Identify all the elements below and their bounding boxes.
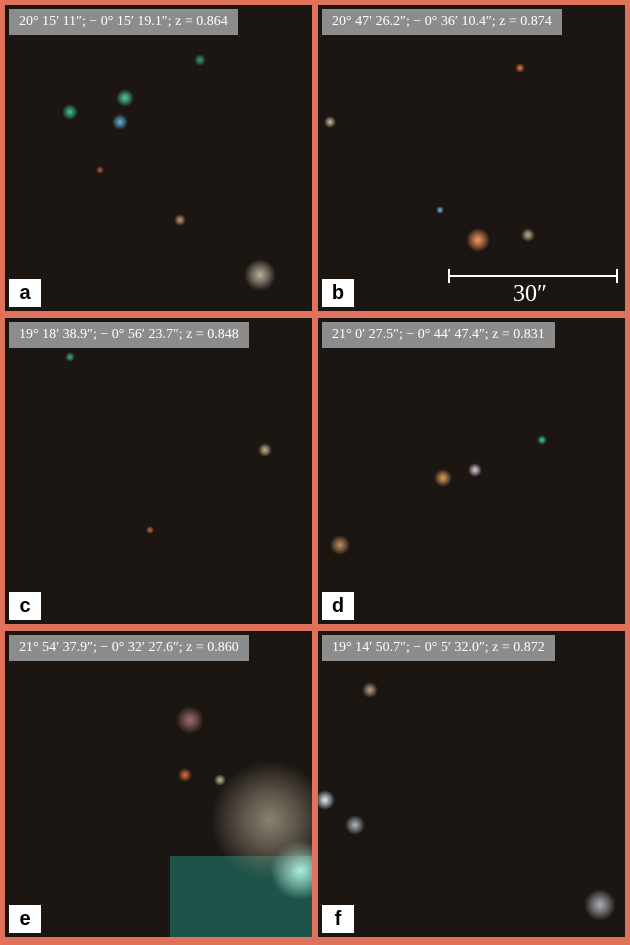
star [145, 145, 165, 165]
star [515, 63, 525, 73]
panel-letter: f [322, 905, 354, 933]
star [318, 790, 335, 810]
star [176, 706, 204, 734]
coordinate-label: 21° 54′ 37.9″; − 0° 32′ 27.6″; z = 0.860 [9, 635, 249, 661]
star [65, 352, 75, 362]
star [521, 228, 535, 242]
star [466, 146, 484, 164]
star [436, 206, 444, 214]
coordinate-label: 20° 15′ 11″; − 0° 15′ 19.1″; z = 0.864 [9, 9, 238, 35]
coordinate-label: 20° 47′ 26.2″; − 0° 36′ 10.4″; z = 0.874 [322, 9, 562, 35]
scale-bar-label: 30″ [513, 281, 547, 307]
star [244, 259, 276, 291]
coordinate-label: 19° 18′ 38.9″; − 0° 56′ 23.7″; z = 0.848 [9, 322, 249, 348]
sky-panel: 21° 0′ 27.5″; − 0° 44′ 47.4″; z = 0.831 d [318, 318, 625, 624]
star [584, 889, 616, 921]
coordinate-label: 19° 14′ 50.7″; − 0° 5′ 32.0″; z = 0.872 [322, 635, 555, 661]
star [258, 443, 272, 457]
star [468, 463, 482, 477]
sky-panel: 20° 15′ 11″; − 0° 15′ 19.1″; z = 0.864 a [5, 5, 312, 311]
star [434, 469, 452, 487]
star [174, 584, 186, 596]
star [152, 775, 168, 791]
sky-panel: 19° 14′ 50.7″; − 0° 5′ 32.0″; z = 0.872 f [318, 631, 625, 937]
star [146, 526, 154, 534]
star [96, 166, 104, 174]
star [178, 768, 192, 782]
panel-letter: e [9, 905, 41, 933]
star [466, 228, 490, 252]
star [445, 60, 465, 80]
panel-letter: c [9, 592, 41, 620]
star [362, 682, 378, 698]
star [149, 434, 167, 452]
sky-panel: 21° 54′ 37.9″; − 0° 32′ 27.6″; z = 0.860… [5, 631, 312, 937]
star [468, 776, 486, 794]
star [174, 214, 186, 226]
panel-letter: a [9, 279, 41, 307]
sky-panel: 19° 18′ 38.9″; − 0° 56′ 23.7″; z = 0.848… [5, 318, 312, 624]
star [537, 435, 547, 445]
scale-bar [448, 269, 618, 283]
star [345, 815, 365, 835]
star [194, 54, 206, 66]
panel-letter: b [322, 279, 354, 307]
star [324, 116, 336, 128]
star [330, 535, 350, 555]
star [426, 586, 454, 614]
star [112, 114, 128, 130]
panel-letter: d [322, 592, 354, 620]
sky-panel: 20° 47′ 26.2″; − 0° 36′ 10.4″; z = 0.874… [318, 5, 625, 311]
star [116, 89, 134, 107]
coordinate-label: 21° 0′ 27.5″; − 0° 44′ 47.4″; z = 0.831 [322, 322, 555, 348]
star [62, 104, 78, 120]
star [210, 760, 312, 880]
